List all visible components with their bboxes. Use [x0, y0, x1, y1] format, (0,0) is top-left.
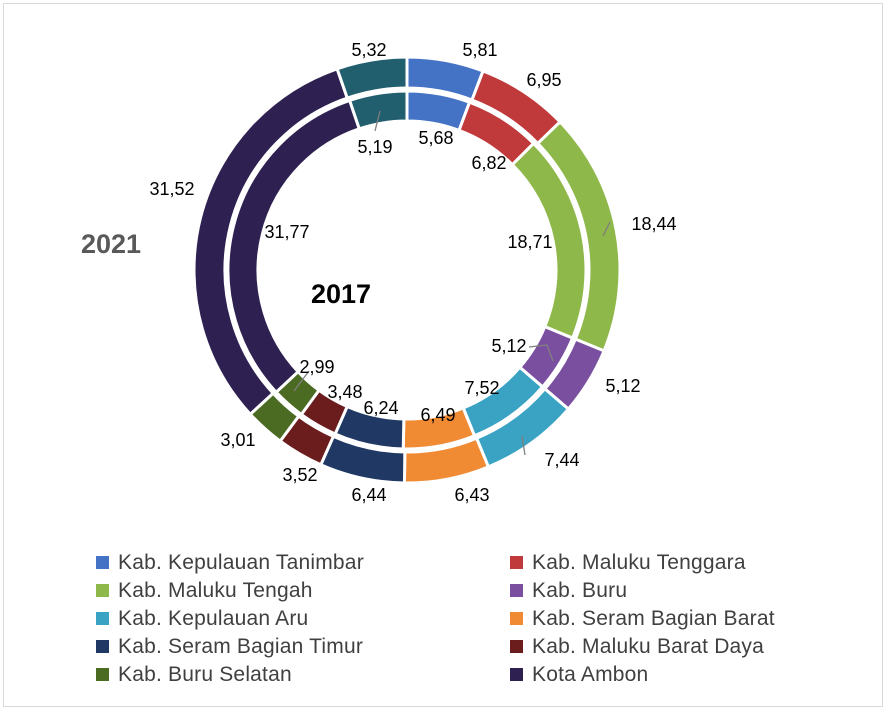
inner-ring-value-label-6: 6,24 [363, 398, 398, 418]
outer-ring-segment-10 [335, 55, 409, 100]
legend-label: Kab. Maluku Tenggara [532, 550, 746, 574]
outer-ring-value-label-4: 7,44 [544, 450, 579, 470]
legend-item: Kota Ambon [510, 662, 830, 687]
legend-item: Kab. Maluku Tenggara [510, 550, 830, 575]
donut-chart: 5,81 6,95 18,44 5,12 7,44 6,43 6,44 3,52 3,01 31,… [81, 40, 677, 505]
legend-swatch [96, 556, 109, 569]
inner-ring-value-label-2: 18,71 [507, 232, 552, 252]
inner-ring-title: 2017 [311, 279, 371, 309]
outer-ring-value-label-7: 3,52 [282, 465, 317, 485]
inner-ring-segment-10 [347, 89, 409, 131]
legend-swatch [96, 668, 109, 681]
legend-swatch [96, 612, 109, 625]
outer-ring-value-label-3: 5,12 [605, 376, 640, 396]
legend-swatch [96, 640, 109, 653]
legend-label: Kab. Kepulauan Tanimbar [118, 550, 364, 574]
legend-item: Kab. Maluku Barat Daya [510, 634, 830, 659]
legend-item: Kab. Buru [510, 578, 830, 603]
legend-swatch [510, 612, 523, 625]
inner-ring-value-label-7: 3,48 [327, 382, 362, 402]
outer-ring-value-label-2: 18,44 [631, 214, 676, 234]
legend-label: Kab. Maluku Tengah [118, 578, 313, 602]
outer-ring-leader-line-2 [602, 221, 611, 237]
outer-ring-value-label-8: 3,01 [220, 430, 255, 450]
legend: Kab. Kepulauan Tanimbar Kab. Maluku Tengg… [96, 550, 856, 687]
outer-ring-title: 2021 [81, 229, 141, 259]
inner-ring-value-label-0: 5,68 [418, 128, 453, 148]
outer-ring-leader-line-4 [521, 435, 526, 456]
inner-ring-value-label-8: 2,99 [299, 357, 334, 377]
legend-item: Kab. Seram Bagian Timur [96, 634, 510, 659]
outer-ring-value-label-6: 6,44 [351, 485, 386, 505]
outer-ring-value-label-10: 5,32 [351, 40, 386, 60]
legend-label: Kab. Seram Bagian Barat [532, 606, 775, 630]
legend-swatch [96, 584, 109, 597]
legend-item: Kab. Maluku Tengah [96, 578, 510, 603]
legend-item: Kab. Seram Bagian Barat [510, 606, 830, 631]
outer-ring-value-label-9: 31,52 [149, 179, 194, 199]
inner-ring-value-label-9: 31,77 [264, 222, 309, 242]
legend-label: Kab. Kepulauan Aru [118, 606, 309, 630]
inner-ring-value-label-3: 5,12 [491, 336, 526, 356]
outer-ring-value-label-0: 5,81 [462, 40, 497, 60]
legend-label: Kota Ambon [532, 662, 649, 686]
inner-ring-leader-line-3 [528, 344, 554, 362]
legend-label: Kab. Buru [532, 578, 628, 602]
legend-item: Kab. Kepulauan Aru [96, 606, 510, 631]
inner-ring-leader-line-8 [293, 370, 310, 392]
inner-ring-value-label-4: 7,52 [464, 378, 499, 398]
inner-ring-value-label-10: 5,19 [357, 137, 392, 157]
legend-swatch [510, 668, 523, 681]
legend-swatch [510, 556, 523, 569]
inner-ring-leader-line-10 [374, 110, 381, 132]
chart-frame: 5,81 6,95 18,44 5,12 7,44 6,43 6,44 3,52 3,01 31,… [3, 3, 883, 707]
outer-ring-value-label-5: 6,43 [454, 485, 489, 505]
legend-label: Kab. Maluku Barat Daya [532, 634, 765, 658]
legend-item: Kab. Buru Selatan [96, 662, 510, 687]
inner-ring-value-label-1: 6,82 [471, 153, 506, 173]
legend-label: Kab. Buru Selatan [118, 662, 292, 686]
outer-ring-value-label-1: 6,95 [526, 70, 561, 90]
inner-ring-value-label-5: 6,49 [420, 405, 455, 425]
legend-label: Kab. Seram Bagian Timur [118, 634, 364, 658]
legend-swatch [510, 584, 523, 597]
legend-swatch [510, 640, 523, 653]
legend-item: Kab. Kepulauan Tanimbar [96, 550, 510, 575]
